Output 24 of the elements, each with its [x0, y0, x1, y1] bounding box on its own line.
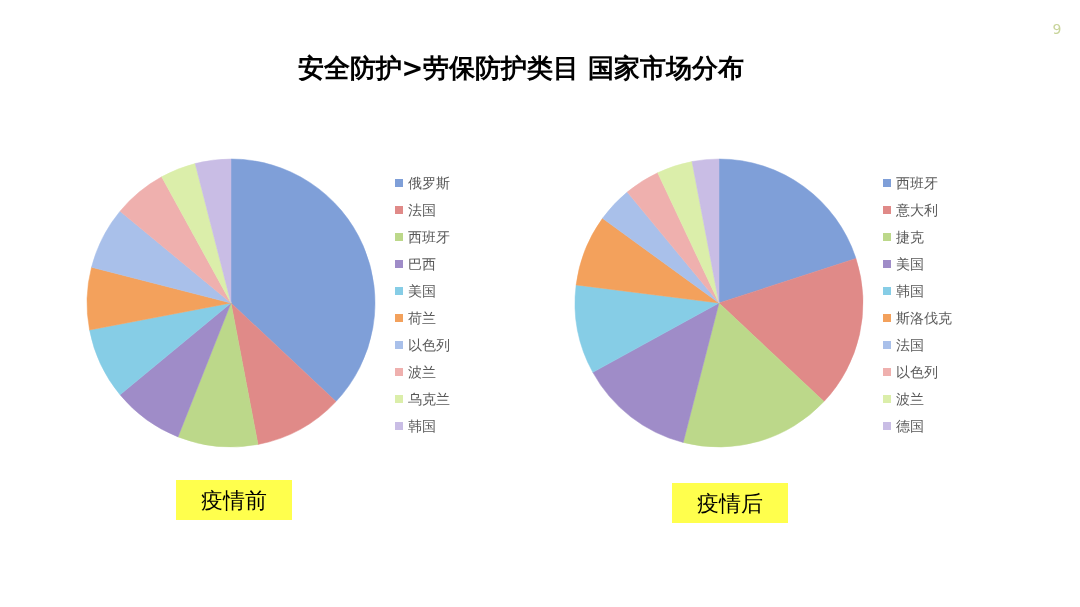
text: 疫情前 [201, 488, 267, 513]
legend-label: 波兰 [896, 392, 924, 407]
legend-label: 法国 [896, 338, 924, 353]
text: 疫情后 [697, 491, 763, 516]
legend-label: 西班牙 [408, 230, 450, 245]
legend-label: 以色列 [408, 338, 450, 353]
text: 安全防护>劳保防护类目 国家市场分布 [297, 53, 745, 83]
legend-label: 捷克 [896, 230, 924, 245]
legend-label: 西班牙 [896, 176, 938, 191]
legend-label: 韩国 [408, 419, 436, 434]
legend-label: 俄罗斯 [408, 176, 450, 191]
legend-label: 法国 [408, 203, 436, 218]
legend-label: 乌克兰 [408, 392, 450, 407]
legend-label: 意大利 [895, 203, 938, 218]
legend-label: 韩国 [896, 284, 924, 299]
legend-label: 以色列 [896, 365, 938, 380]
legend-label: 荷兰 [408, 311, 436, 326]
legend-label: 波兰 [408, 365, 436, 380]
legend-label: 斯洛伐克 [896, 311, 952, 326]
legend-label: 德国 [896, 419, 924, 434]
legend-label: 美国 [408, 284, 436, 299]
legend-label: 巴西 [408, 257, 436, 272]
legend-label: 美国 [896, 257, 924, 272]
text: 9 [1052, 21, 1062, 37]
